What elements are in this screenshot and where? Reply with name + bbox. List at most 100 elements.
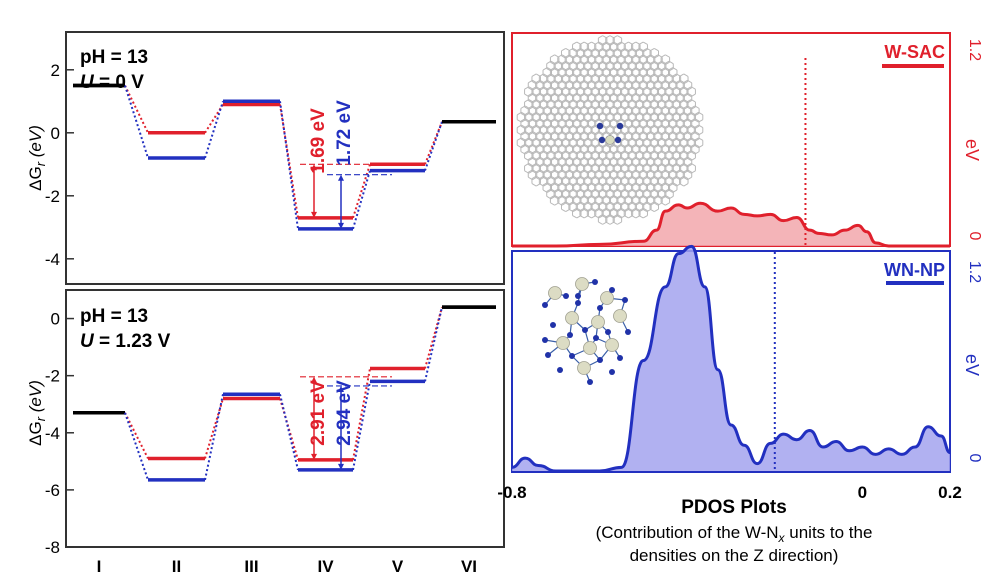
- n-atom: [614, 136, 622, 144]
- graphene-bond: [668, 67, 673, 71]
- graphene-bond: [642, 215, 648, 219]
- w-atom: [577, 361, 591, 375]
- graphene-bond: [698, 137, 704, 141]
- arrow-head: [311, 211, 317, 218]
- graphene-bond: [687, 92, 692, 97]
- graphene-bond: [686, 99, 692, 103]
- n-atom: [557, 367, 563, 373]
- n-atom: [575, 300, 581, 306]
- graphene-bond: [683, 183, 689, 187]
- n-atom: [605, 329, 611, 335]
- graphene-bond: [660, 202, 666, 206]
- n-atom: [598, 136, 606, 144]
- energy-connector-blue: [204, 394, 224, 481]
- graphene-bond: [572, 215, 578, 219]
- arrow-head: [311, 453, 317, 460]
- n-atom: [609, 369, 615, 375]
- graphene-bond: [690, 150, 696, 154]
- x-category-label: I: [97, 557, 102, 576]
- y-axis-unit: eV: [962, 354, 982, 376]
- energy-connector-red: [204, 398, 224, 459]
- w-atom: [591, 315, 605, 329]
- graphene-bond: [654, 208, 659, 213]
- arrow-head: [311, 164, 317, 171]
- y-tick-label: -4: [45, 424, 60, 443]
- energy-connector-red: [279, 104, 299, 219]
- graphene-bond: [687, 176, 692, 181]
- graphene-bond: [690, 93, 696, 97]
- w-atom: [613, 309, 627, 323]
- energy-connector-blue: [424, 306, 443, 382]
- y-tick-top: 1.2: [966, 39, 983, 61]
- graphene-bond: [572, 41, 578, 45]
- graphene-bond: [698, 124, 704, 128]
- graphene-bond: [642, 48, 648, 53]
- graphene-bond: [612, 221, 618, 225]
- graphene-bond: [686, 163, 692, 167]
- free-energy-panel-u123: pH = 13 U = 1.23 V ΔGr (eV) 0 -2 -4 -6 -8 2.…: [26, 289, 505, 576]
- arrow-head: [338, 174, 344, 181]
- n-atom: [575, 293, 581, 299]
- graphene-bond: [665, 54, 670, 58]
- y-tick-label: -6: [45, 481, 60, 500]
- energy-connector-blue: [279, 393, 299, 471]
- arrow-head: [338, 385, 344, 392]
- graphene-bond: [694, 125, 700, 129]
- graphene-bond: [682, 176, 688, 181]
- graphene-bond: [531, 73, 537, 77]
- energy-connector-red: [124, 412, 149, 459]
- condition-ph: pH = 13: [80, 47, 148, 68]
- graphene-bond: [653, 54, 659, 58]
- pdos-panel-wnnp: WN-NP 1.2 eV 0 -0.8 0 0.2: [497, 244, 983, 502]
- x-category-label: IV: [317, 557, 334, 576]
- graphene-bond: [642, 207, 648, 212]
- graphene-bond: [617, 221, 622, 225]
- graphene-bond: [561, 208, 566, 213]
- graphene-bond: [683, 80, 689, 85]
- gap-label: 2.94 eV: [334, 380, 355, 446]
- pdos-curve: [511, 244, 951, 473]
- graphene-bond: [679, 183, 685, 187]
- w-atom: [605, 338, 619, 352]
- y-tick-label: 2: [51, 61, 60, 80]
- graphene-bond: [631, 41, 637, 45]
- x-category-label: VI: [461, 557, 477, 576]
- graphene-bond: [694, 112, 700, 117]
- graphene-bond: [668, 188, 674, 192]
- graphene-bond: [672, 67, 678, 71]
- x-category-label: II: [172, 557, 181, 576]
- graphene-bond: [690, 86, 696, 90]
- gap-label: 1.72 eV: [334, 100, 355, 166]
- n-atom: [596, 122, 604, 130]
- svg-text:ΔGr (eV): ΔGr (eV): [26, 125, 48, 191]
- n-atom: [550, 322, 556, 328]
- graphene-bond: [682, 79, 688, 84]
- graphene-bond: [672, 74, 678, 78]
- n-atom: [597, 357, 603, 363]
- n-atom: [593, 335, 599, 341]
- energy-connector-red: [424, 121, 443, 165]
- graphene-bond: [687, 169, 692, 173]
- condition-ph: pH = 13: [80, 306, 148, 327]
- graphene-bond: [694, 151, 700, 155]
- x-tick-label: -0.8: [497, 483, 526, 502]
- x-tick-label: 0.2: [938, 483, 962, 502]
- graphene-bond: [694, 119, 699, 123]
- graphene-bond: [686, 170, 692, 174]
- w-sac-structure: [516, 35, 704, 225]
- svg-text:ΔGr (eV): ΔGr (eV): [26, 380, 48, 446]
- graphene-bond: [672, 189, 678, 193]
- graphene-bond: [638, 215, 644, 219]
- y-tick-label: -8: [45, 538, 60, 557]
- graphene-bond: [579, 215, 585, 219]
- n-atom: [542, 337, 548, 343]
- energy-connector-red: [424, 306, 443, 369]
- graphene-bond: [664, 60, 670, 65]
- legend-label: WN-NP: [884, 260, 945, 280]
- energy-connector-blue: [124, 412, 149, 481]
- graphene-bond: [672, 182, 678, 186]
- wn-np-structure: [542, 277, 631, 385]
- graphene-bond: [671, 183, 677, 187]
- graphene-bond: [694, 132, 699, 136]
